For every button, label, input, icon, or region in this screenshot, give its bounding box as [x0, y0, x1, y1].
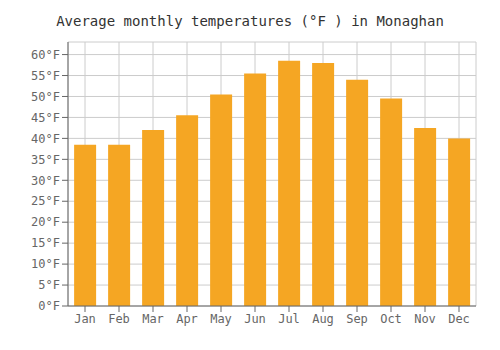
svg-text:Nov: Nov: [414, 312, 436, 326]
svg-text:55°F: 55°F: [31, 69, 60, 83]
svg-text:Aug: Aug: [312, 312, 334, 326]
svg-text:5°F: 5°F: [38, 278, 60, 292]
svg-text:10°F: 10°F: [31, 257, 60, 271]
svg-text:Dec: Dec: [448, 312, 470, 326]
svg-text:Feb: Feb: [108, 312, 130, 326]
svg-text:Apr: Apr: [176, 312, 198, 326]
svg-text:15°F: 15°F: [31, 236, 60, 250]
html-text:Average monthly temperatures (: Average monthly temperatures (°F ) in Mo…: [56, 13, 444, 29]
svg-text:40°F: 40°F: [31, 132, 60, 146]
svg-text:Jul: Jul: [278, 312, 300, 326]
svg-text:45°F: 45°F: [31, 111, 60, 125]
svg-text:Oct: Oct: [380, 312, 402, 326]
svg-text:Jan: Jan: [74, 312, 96, 326]
svg-text:Jun: Jun: [244, 312, 266, 326]
svg-text:25°F: 25°F: [31, 194, 60, 208]
svg-text:Mar: Mar: [142, 312, 164, 326]
svg-text:0°F: 0°F: [38, 299, 60, 313]
svg-text:30°F: 30°F: [31, 174, 60, 188]
svg-text:20°F: 20°F: [31, 215, 60, 229]
svg-text:35°F: 35°F: [31, 153, 60, 167]
svg-text:50°F: 50°F: [31, 90, 60, 104]
svg-text:60°F: 60°F: [31, 48, 60, 62]
svg-text:Sep: Sep: [346, 312, 368, 326]
svg-text:May: May: [210, 312, 232, 326]
